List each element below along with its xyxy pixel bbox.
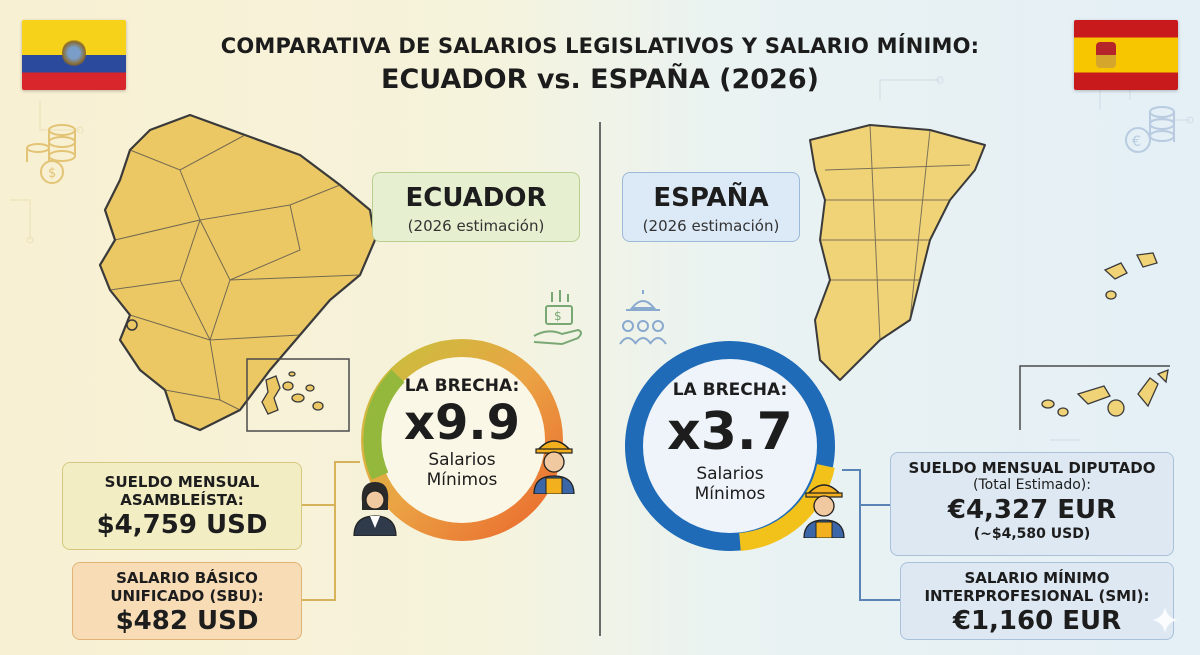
ecuador-gap-label: LA BRECHA:	[404, 376, 520, 396]
euro-coins-icon: €	[1125, 106, 1175, 153]
spain-minimum-wage-box: SALARIO MÍNIMO INTERPROFESIONAL (SMI): €…	[900, 562, 1174, 640]
ecuador-gap-text: LA BRECHA: x9.9 Salarios Mínimos	[378, 376, 546, 490]
svg-text:$: $	[554, 309, 562, 323]
ecuador-legislator-salary-box: SUELDO MENSUAL ASAMBLEÍSTA: $4,759 USD	[62, 462, 302, 550]
ecuador-legislator-label-1: SUELDO MENSUAL	[104, 473, 260, 491]
spain-gap-ring	[625, 341, 835, 551]
spain-name: ESPAÑA	[653, 183, 769, 213]
ecuador-minimum-value: $482 USD	[115, 606, 259, 636]
parliament-icon	[619, 290, 667, 345]
page-title-line1: COMPARATIVA DE SALARIOS LEGISLATIVOS Y S…	[220, 34, 980, 58]
ecuador-label-box: ECUADOR (2026 estimación)	[372, 172, 580, 242]
spain-legislator-label: SUELDO MENSUAL DIPUTADO	[908, 459, 1156, 477]
legislator-icon	[353, 482, 397, 536]
spain-gap-text: LA BRECHA: x3.7 Salarios Mínimos	[648, 380, 812, 504]
worker-icon-spain	[803, 484, 845, 538]
spain-coat-of-arms-icon	[1096, 42, 1116, 68]
ecuador-minimum-label-1: SALARIO BÁSICO	[116, 569, 258, 587]
ecuador-gap-unit-2: Mínimos	[426, 470, 498, 490]
ecuador-minimum-label-2: UNIFICADO (SBU):	[110, 587, 264, 605]
spain-gap-unit-1: Salarios	[696, 464, 764, 484]
ecuador-coat-of-arms-icon	[62, 38, 86, 68]
spain-legislator-sublabel: (Total Estimado):	[973, 477, 1091, 493]
spain-gap-unit-2: Mínimos	[694, 484, 766, 504]
spain-gap-value: x3.7	[667, 402, 793, 462]
svg-text:€: €	[1132, 134, 1141, 150]
svg-text:$: $	[48, 166, 56, 181]
spain-gap-label: LA BRECHA:	[672, 380, 788, 400]
sparkle-icon	[1152, 607, 1178, 633]
spain-flag	[1074, 20, 1178, 90]
coins-icon: $	[26, 124, 76, 184]
ecuador-gap-unit-1: Salarios	[428, 450, 496, 470]
spain-minimum-label-2: INTERPROFESIONAL (SMI):	[924, 587, 1150, 605]
spain-legislator-note: (~$4,580 USD)	[973, 526, 1091, 542]
money-hand-icon: $	[533, 290, 582, 346]
ecuador-name: ECUADOR	[405, 183, 547, 213]
canary-islands-inset-map	[1019, 365, 1170, 430]
spain-legislator-value: €4,327 EUR	[947, 495, 1117, 525]
ecuador-subtitle: (2026 estimación)	[407, 217, 545, 235]
ecuador-legislator-label-2: ASAMBLEÍSTA:	[120, 491, 244, 509]
ecuador-map	[98, 113, 377, 432]
worker-icon	[533, 440, 575, 494]
ecuador-flag	[22, 20, 126, 90]
ecuador-legislator-value: $4,759 USD	[96, 510, 268, 540]
spain-map	[809, 124, 986, 381]
balearic-islands-map	[1103, 252, 1158, 300]
galapagos-inset-map	[246, 358, 350, 432]
ecuador-gap-ring	[361, 339, 563, 541]
spain-legislator-salary-box: SUELDO MENSUAL DIPUTADO (Total Estimado)…	[890, 452, 1174, 556]
spain-label-box: ESPAÑA (2026 estimación)	[622, 172, 800, 242]
spain-minimum-value: €1,160 EUR	[952, 606, 1122, 636]
spain-minimum-label-1: SALARIO MÍNIMO	[964, 569, 1110, 587]
spain-subtitle: (2026 estimación)	[642, 217, 780, 235]
center-divider	[599, 122, 601, 636]
ecuador-gap-value: x9.9	[404, 395, 520, 451]
page-title-line2: ECUADOR vs. ESPAÑA (2026)	[381, 64, 819, 95]
ecuador-minimum-wage-box: SALARIO BÁSICO UNIFICADO (SBU): $482 USD	[72, 562, 302, 640]
